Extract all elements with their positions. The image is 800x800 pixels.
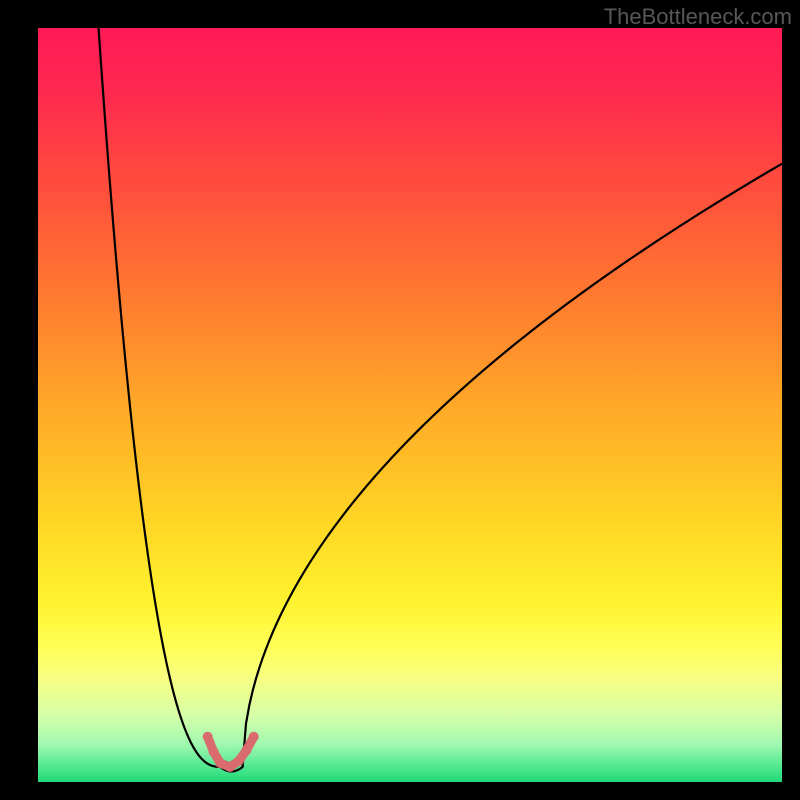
watermark-text: TheBottleneck.com <box>604 4 792 30</box>
highlight-marker <box>209 747 219 757</box>
highlight-marker <box>249 732 259 742</box>
highlight-marker <box>225 762 235 772</box>
highlight-marker <box>215 758 225 768</box>
plot-area <box>38 28 782 782</box>
bottleneck-curve <box>98 28 782 771</box>
highlight-marker <box>203 732 213 742</box>
chart-container: TheBottleneck.com <box>0 0 800 800</box>
curve-layer <box>38 28 782 782</box>
highlight-marker <box>241 745 251 755</box>
highlight-marker <box>234 756 244 766</box>
